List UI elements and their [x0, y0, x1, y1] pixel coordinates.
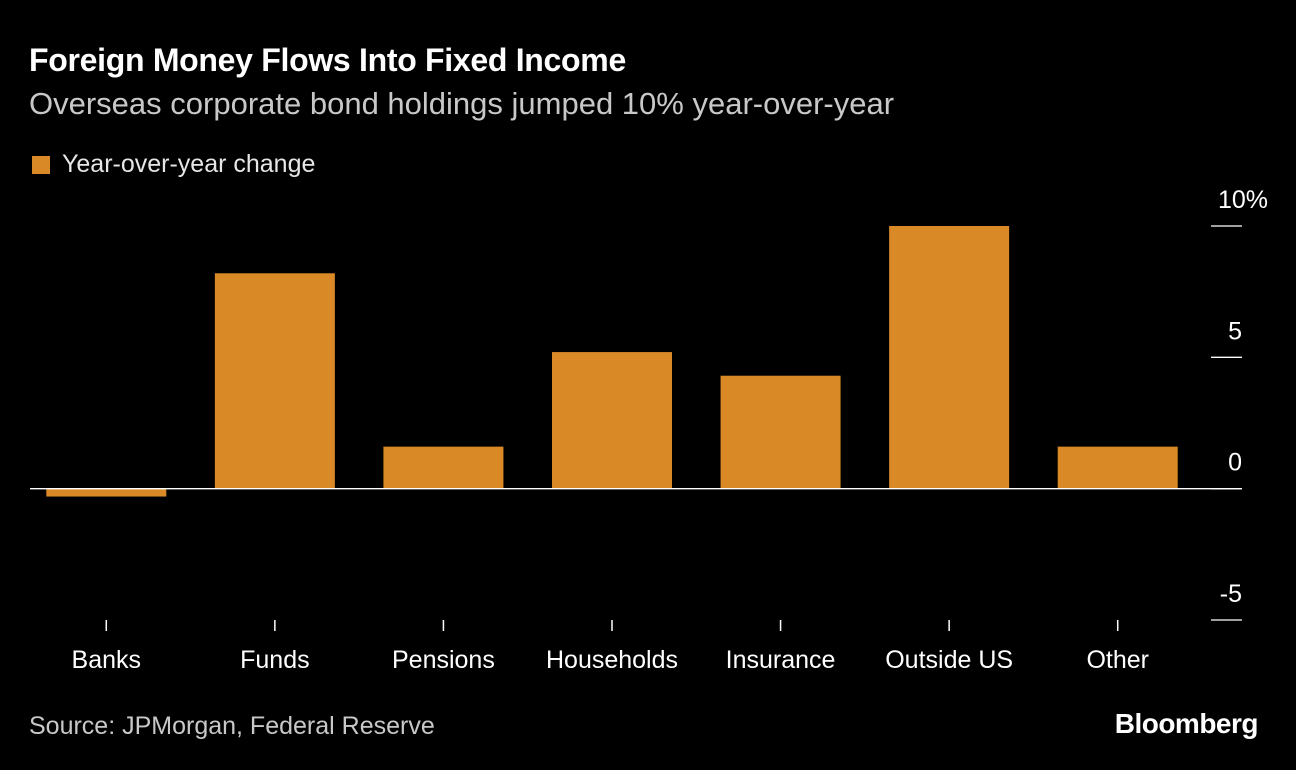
bloomberg-logo: Bloomberg [1114, 708, 1259, 739]
x-tick-label: Banks [72, 646, 141, 674]
x-tick-label: Outside US [885, 646, 1013, 674]
bar-banks [46, 488, 167, 497]
y-tick-label: 0 [1228, 449, 1242, 477]
chart-title: Foreign Money Flows Into Fixed Income [29, 42, 626, 78]
y-tick-label: 10% [1218, 186, 1268, 214]
bar-other [1057, 446, 1178, 489]
bar-pensions [383, 446, 504, 489]
x-tick-label: Funds [240, 646, 309, 674]
legend-swatch [32, 155, 50, 174]
y-tick-label: 5 [1228, 317, 1242, 345]
x-tick-label: Other [1086, 646, 1149, 674]
bar-households [552, 352, 672, 489]
bar-outside-us [889, 226, 1010, 489]
x-tick-label: Pensions [392, 646, 495, 674]
chart-subtitle: Overseas corporate bond holdings jumped … [29, 86, 895, 121]
source-note: Source: JPMorgan, Federal Reserve [29, 712, 435, 740]
y-tick-label: -5 [1220, 580, 1242, 608]
bar-funds [214, 273, 335, 489]
legend-label: Year-over-year change [62, 150, 316, 178]
x-tick-label: Households [546, 646, 678, 674]
x-tick-label: Insurance [726, 646, 836, 674]
bar-insurance [720, 375, 841, 489]
legend: Year-over-year change [32, 150, 315, 179]
